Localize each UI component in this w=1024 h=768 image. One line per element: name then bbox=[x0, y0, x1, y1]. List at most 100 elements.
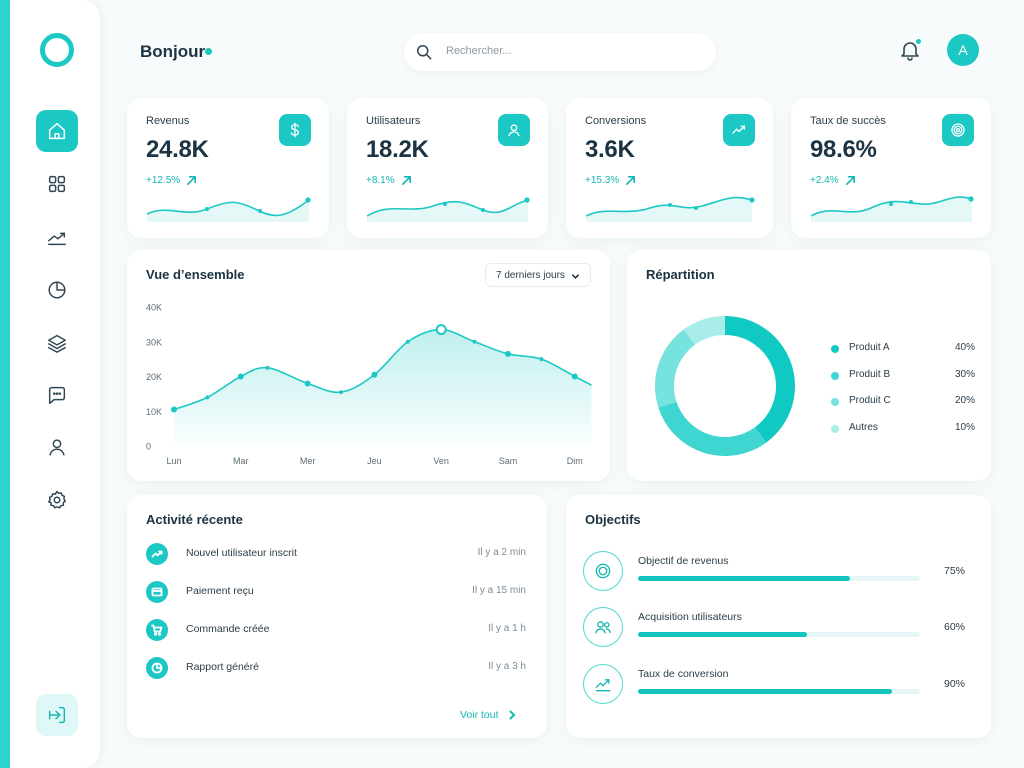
see-all-link[interactable]: Voir tout bbox=[460, 709, 517, 721]
goal-progress-track bbox=[638, 576, 920, 581]
sidebar-accent-edge bbox=[0, 0, 12, 768]
data-point[interactable] bbox=[571, 373, 578, 380]
activity-item[interactable]: Paiement reçu Il y a 15 min bbox=[146, 581, 526, 605]
donut-slice[interactable] bbox=[725, 316, 795, 443]
kpi-change: +15.3% bbox=[585, 175, 636, 186]
kpi-change-value: +2.4% bbox=[810, 175, 839, 186]
activity-label: Commande créée bbox=[186, 623, 270, 635]
target-icon bbox=[595, 563, 611, 579]
greeting-title: Bonjour bbox=[140, 42, 206, 61]
y-tick-label: 20K bbox=[146, 372, 162, 382]
goal-icon-ring bbox=[583, 607, 623, 647]
sidebar-item-layers[interactable] bbox=[36, 322, 78, 364]
activity-icon-badge bbox=[146, 581, 168, 603]
period-select[interactable]: 7 derniers jours bbox=[485, 263, 591, 287]
activity-time: Il y a 3 h bbox=[488, 661, 526, 672]
arrow-up-right-icon bbox=[401, 176, 411, 185]
arrow-up-right-icon bbox=[626, 176, 636, 185]
kpi-title: Conversions bbox=[585, 115, 647, 127]
donut-slice[interactable] bbox=[655, 329, 696, 408]
data-point[interactable] bbox=[371, 371, 378, 378]
activity-time: Il y a 1 h bbox=[488, 623, 526, 634]
activity-item[interactable]: Rapport généré Il y a 3 h bbox=[146, 657, 526, 681]
chat-icon bbox=[48, 386, 66, 404]
data-point[interactable] bbox=[237, 373, 244, 380]
sidebar-item-dashboard[interactable] bbox=[36, 163, 78, 205]
kpi-icon-badge bbox=[498, 114, 530, 146]
kpi-change: +12.5% bbox=[146, 175, 197, 186]
area-fill bbox=[174, 329, 592, 446]
data-point[interactable] bbox=[539, 357, 544, 362]
legend-item: Produit A 40% bbox=[831, 340, 975, 360]
logout-button[interactable] bbox=[36, 694, 78, 736]
legend-swatch bbox=[831, 398, 839, 406]
sidebar-item-reports[interactable] bbox=[36, 269, 78, 311]
activity-label: Paiement reçu bbox=[186, 585, 254, 597]
sidebar-item-messages[interactable] bbox=[36, 374, 78, 416]
trend-icon bbox=[151, 550, 163, 558]
data-point[interactable] bbox=[472, 339, 477, 344]
sidebar-item-home[interactable] bbox=[36, 110, 78, 152]
user-icon bbox=[508, 124, 520, 137]
legend-percent: 30% bbox=[954, 368, 975, 380]
data-point[interactable] bbox=[265, 365, 270, 370]
notifications-button[interactable] bbox=[898, 38, 922, 62]
kpi-card-success-rate: Taux de succès 98.6% +2.4% bbox=[791, 98, 991, 238]
overview-title: Vue d’ensemble bbox=[146, 267, 245, 282]
goal-item: Acquisition utilisateurs 60% bbox=[583, 607, 973, 651]
kpi-title: Utilisateurs bbox=[366, 115, 421, 127]
trend-icon bbox=[48, 232, 66, 246]
arrow-up-right-icon bbox=[845, 176, 855, 185]
y-tick-label: 0 bbox=[146, 442, 151, 452]
donut-slice[interactable] bbox=[683, 316, 725, 345]
goal-item: Taux de conversion 90% bbox=[583, 664, 973, 708]
kpi-change-value: +12.5% bbox=[146, 175, 181, 186]
users-icon bbox=[595, 621, 611, 634]
data-point[interactable] bbox=[405, 339, 410, 344]
period-select-value: 7 derniers jours bbox=[496, 269, 565, 281]
legend-percent: 40% bbox=[954, 342, 975, 353]
logo bbox=[40, 33, 74, 67]
data-point[interactable] bbox=[339, 390, 343, 395]
activity-title: Activité récente bbox=[146, 512, 243, 527]
goal-percent: 90% bbox=[943, 678, 965, 690]
search-input[interactable]: Rechercher... bbox=[446, 45, 512, 57]
chevron-right-icon bbox=[509, 710, 515, 720]
kpi-title: Revenus bbox=[146, 115, 190, 127]
home-icon bbox=[48, 122, 66, 140]
x-tick-label: Ven bbox=[433, 456, 449, 466]
gear-icon bbox=[48, 490, 66, 509]
bell-icon bbox=[901, 42, 919, 61]
notification-badge bbox=[915, 38, 922, 45]
layers-icon bbox=[48, 334, 66, 353]
kpi-value: 98.6% bbox=[810, 136, 877, 163]
sidebar bbox=[10, 0, 100, 768]
legend-swatch bbox=[831, 424, 839, 433]
search-bar[interactable]: Rechercher... bbox=[404, 33, 716, 71]
kpi-sparkline bbox=[810, 196, 974, 222]
avatar[interactable]: A bbox=[947, 34, 979, 66]
kpi-value: 3.6K bbox=[585, 136, 635, 163]
data-point[interactable] bbox=[171, 406, 177, 413]
sidebar-item-profile[interactable] bbox=[36, 426, 78, 468]
activity-item[interactable]: Nouvel utilisateur inscrit Il y a 2 min bbox=[146, 543, 526, 567]
legend-swatch bbox=[831, 371, 839, 380]
legend-item: Autres 10% bbox=[831, 420, 975, 440]
sidebar-item-settings[interactable] bbox=[36, 479, 78, 521]
data-point[interactable] bbox=[205, 395, 210, 400]
activity-label: Nouvel utilisateur inscrit bbox=[186, 547, 297, 559]
kpi-card-revenue: Revenus 24.8K +12.5% bbox=[127, 98, 329, 238]
data-point[interactable] bbox=[505, 350, 511, 357]
donut-slice[interactable] bbox=[658, 401, 767, 456]
greeting-dot bbox=[205, 48, 212, 55]
legend-label: Produit C bbox=[849, 395, 891, 406]
goal-progress-track bbox=[638, 632, 920, 637]
data-point-highlight[interactable] bbox=[435, 324, 447, 336]
activity-item[interactable]: Commande créée Il y a 1 h bbox=[146, 619, 526, 643]
x-tick-label: Mar bbox=[233, 456, 249, 466]
data-point[interactable] bbox=[304, 380, 311, 387]
activity-time: Il y a 15 min bbox=[472, 585, 526, 596]
kpi-icon-badge bbox=[279, 114, 311, 146]
sidebar-item-analytics[interactable] bbox=[36, 216, 78, 258]
goal-label: Objectif de revenus bbox=[638, 555, 729, 567]
